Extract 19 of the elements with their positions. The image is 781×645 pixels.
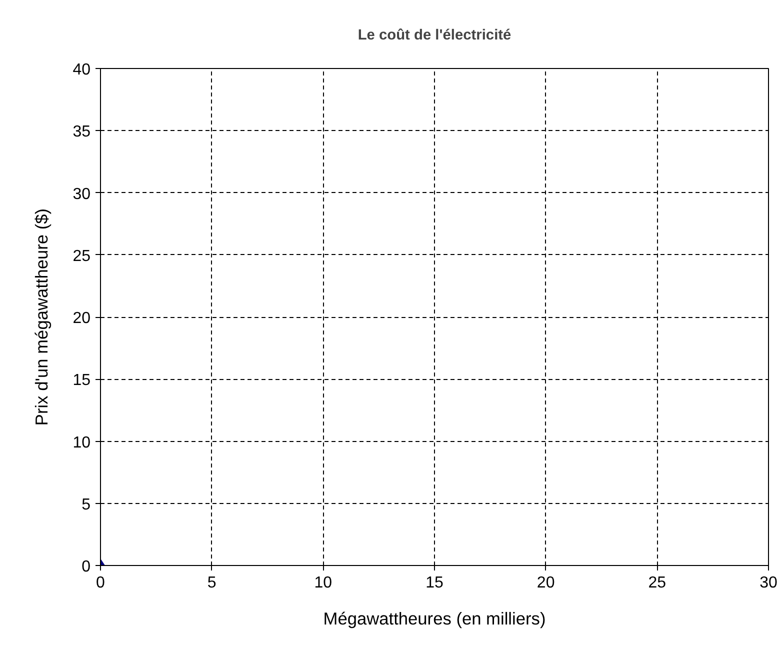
x-tick-label: 0 [96, 574, 106, 592]
chart-title: Le coût de l'électricité [358, 28, 512, 44]
x-tick-label: 30 [760, 574, 778, 592]
y-tick-label: 30 [72, 186, 91, 203]
y-tick-label: 40 [72, 62, 91, 78]
y-tick-label: 25 [72, 248, 91, 265]
y-tick-label: 20 [72, 310, 91, 327]
y-tick-label: 5 [82, 496, 91, 514]
x-tick-label: 25 [648, 574, 666, 592]
x-tick-label: 10 [314, 574, 332, 592]
x-axis-title: Mégawattheures (en milliers) [323, 608, 546, 628]
y-tick-label: 0 [82, 558, 91, 576]
y-tick-label: 35 [72, 124, 91, 141]
x-tick-label: 5 [207, 574, 216, 592]
y-tick-label: 15 [72, 372, 91, 390]
y-tick-label: 10 [72, 434, 91, 452]
x-tick-label: 15 [426, 574, 444, 592]
y-axis-title: Prix d'un mégawattheure ($) [32, 208, 52, 426]
x-tick-label: 20 [536, 574, 555, 592]
